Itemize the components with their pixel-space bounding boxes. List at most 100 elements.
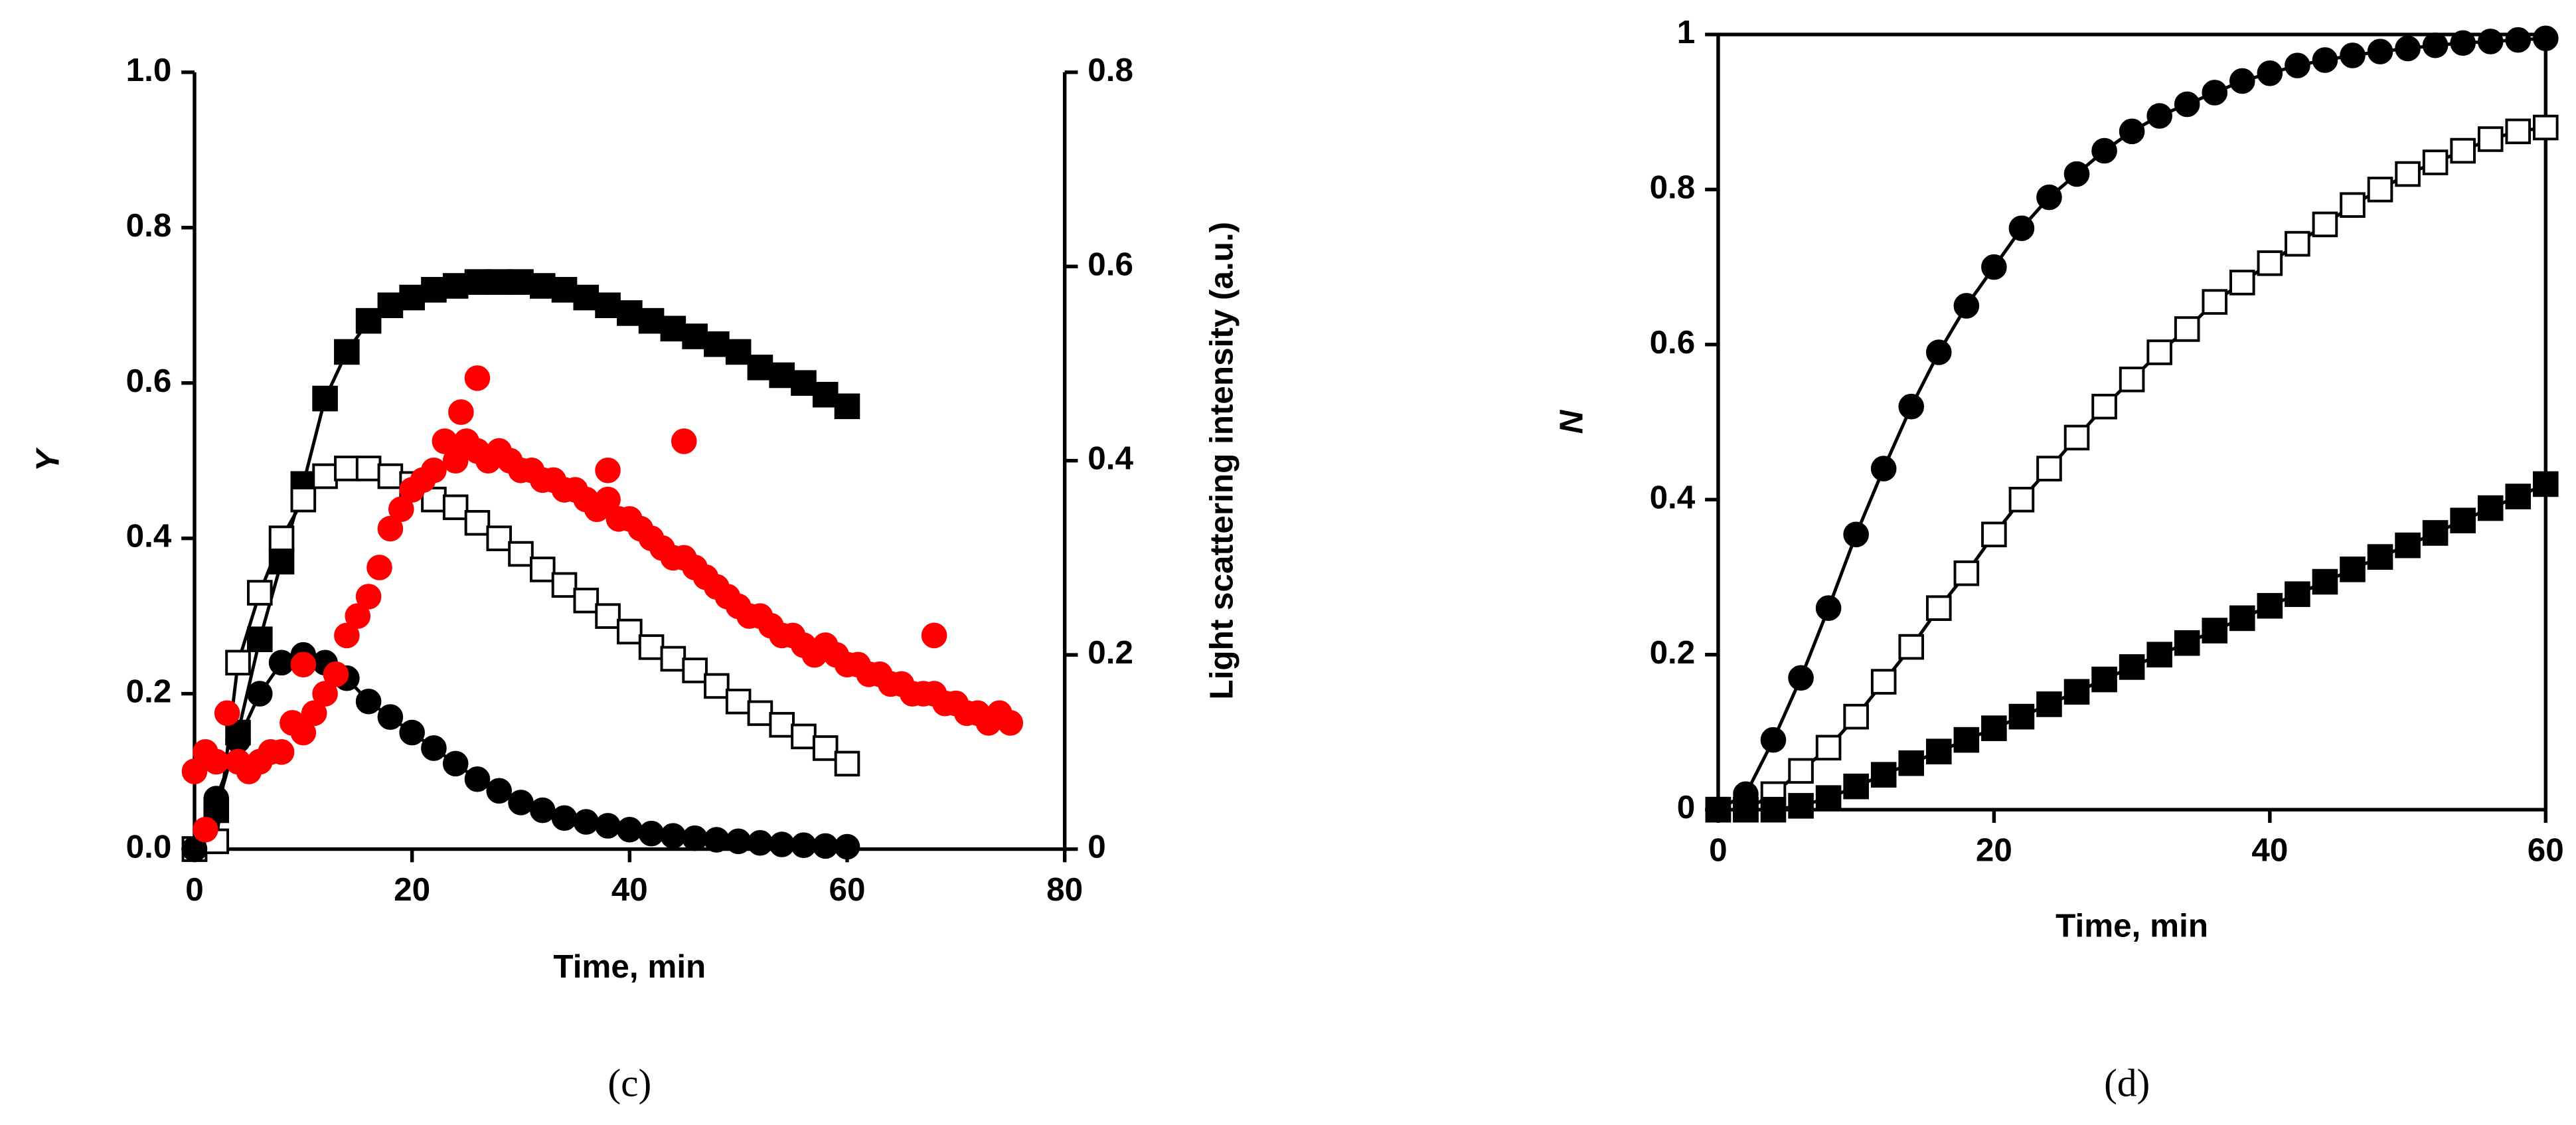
y2-tick-label: 0.8 bbox=[1087, 52, 1133, 88]
y-tick-label: 0.8 bbox=[126, 207, 172, 244]
square-marker bbox=[246, 580, 273, 606]
square-marker bbox=[1788, 758, 1814, 784]
square-marker bbox=[508, 541, 534, 567]
square-marker bbox=[704, 331, 730, 357]
circle-marker bbox=[551, 805, 578, 831]
square-marker bbox=[1843, 703, 1869, 730]
circle-marker bbox=[2533, 25, 2559, 52]
x-tick-label: 40 bbox=[2251, 832, 2288, 869]
square-marker bbox=[834, 393, 860, 420]
square-marker bbox=[2312, 211, 2338, 238]
circle-marker bbox=[448, 399, 474, 425]
x-tick-label: 20 bbox=[394, 871, 430, 908]
x-tick-label: 60 bbox=[829, 871, 866, 908]
circle-marker bbox=[377, 515, 404, 542]
circle-marker bbox=[2257, 60, 2283, 86]
square-marker bbox=[2008, 486, 2035, 513]
square-marker bbox=[660, 646, 686, 672]
square-marker bbox=[486, 525, 513, 551]
square-marker bbox=[529, 273, 556, 299]
square-marker bbox=[225, 649, 251, 676]
square-marker bbox=[2505, 118, 2532, 145]
y-axis-label: N bbox=[1553, 409, 1589, 434]
circle-marker bbox=[2312, 47, 2338, 73]
circle-marker bbox=[2202, 80, 2228, 106]
circle-marker bbox=[2422, 32, 2449, 58]
circle-marker bbox=[464, 365, 491, 391]
y2-tick-label: 0 bbox=[1087, 829, 1105, 865]
circle-marker bbox=[834, 833, 860, 860]
square-marker bbox=[791, 723, 817, 750]
square-marker bbox=[812, 735, 839, 761]
y-tick-label: 0.4 bbox=[126, 518, 172, 555]
circle-marker bbox=[442, 750, 469, 777]
square-marker bbox=[1705, 796, 1731, 823]
square-marker bbox=[2202, 618, 2228, 644]
square-marker bbox=[2174, 316, 2200, 342]
circle-marker bbox=[225, 727, 251, 754]
circle-marker bbox=[301, 700, 327, 727]
square-marker bbox=[595, 292, 621, 319]
y-tick-label: 0.2 bbox=[126, 673, 172, 710]
square-marker bbox=[2312, 568, 2338, 595]
square-marker bbox=[464, 509, 491, 536]
y-axis-label: Y bbox=[29, 447, 66, 472]
y-tick-label: 0.8 bbox=[1650, 169, 1696, 205]
circle-marker bbox=[334, 622, 360, 649]
circle-marker bbox=[704, 827, 730, 853]
square-marker bbox=[2146, 339, 2172, 365]
square-marker bbox=[812, 381, 839, 408]
circle-marker bbox=[1981, 254, 2007, 280]
square-marker bbox=[2063, 424, 2090, 451]
square-marker bbox=[617, 618, 643, 645]
x-axis-label: Time, min bbox=[553, 948, 706, 985]
circle-marker bbox=[246, 681, 273, 707]
square-marker bbox=[2257, 250, 2283, 276]
square-marker bbox=[2285, 230, 2310, 257]
square-marker bbox=[355, 307, 382, 334]
circle-marker bbox=[997, 710, 1024, 736]
square-marker bbox=[769, 362, 795, 389]
circle-marker bbox=[595, 458, 621, 483]
circle-marker bbox=[682, 825, 708, 851]
square-marker bbox=[551, 277, 578, 303]
square-marker bbox=[747, 700, 773, 727]
square-marker bbox=[1760, 796, 1787, 823]
square-marker bbox=[2477, 126, 2504, 152]
square-marker bbox=[1870, 669, 1897, 695]
square-marker bbox=[704, 673, 730, 699]
square-marker bbox=[573, 284, 600, 311]
square-marker bbox=[377, 463, 404, 489]
circle-marker bbox=[1870, 456, 1897, 481]
circle-marker bbox=[203, 748, 230, 775]
square-marker bbox=[312, 463, 338, 489]
circle-marker bbox=[529, 797, 556, 823]
x-tick-label: 0 bbox=[1709, 832, 1728, 869]
square-marker bbox=[2533, 114, 2559, 141]
square-marker bbox=[1815, 735, 1842, 761]
y-tick-label: 0.6 bbox=[1650, 324, 1696, 361]
circle-marker bbox=[2505, 27, 2532, 53]
circle-marker bbox=[2367, 39, 2393, 64]
square-marker bbox=[682, 323, 708, 349]
square-marker bbox=[1733, 796, 1759, 823]
caption: (c) bbox=[607, 1061, 651, 1105]
x-tick-label: 20 bbox=[1976, 832, 2012, 869]
circle-marker bbox=[399, 719, 425, 746]
square-marker bbox=[1953, 727, 1980, 753]
circle-marker bbox=[377, 704, 404, 730]
circle-marker bbox=[595, 486, 621, 513]
square-marker bbox=[791, 370, 817, 396]
square-marker bbox=[2477, 495, 2504, 521]
y2-axis-label: Light scattering intensity (a.u.) bbox=[1204, 222, 1240, 700]
square-marker bbox=[312, 385, 338, 412]
square-marker bbox=[2174, 630, 2200, 656]
x-tick-label: 60 bbox=[2528, 832, 2564, 869]
square-marker bbox=[529, 557, 556, 582]
circle-marker bbox=[2174, 91, 2200, 118]
x-tick-label: 80 bbox=[1046, 871, 1083, 908]
y-tick-label: 0.6 bbox=[126, 363, 172, 399]
square-marker bbox=[2422, 149, 2449, 175]
square-marker bbox=[464, 269, 491, 295]
